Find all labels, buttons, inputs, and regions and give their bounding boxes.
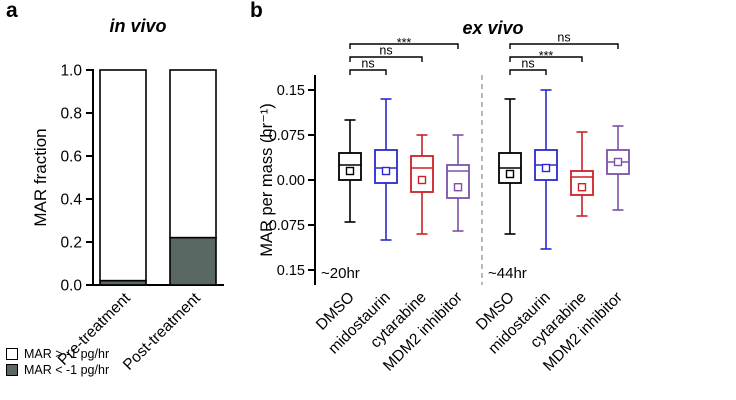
y-tick-label: 1.0 <box>60 63 82 80</box>
panel-a-title: in vivo <box>109 16 167 36</box>
box <box>338 152 362 181</box>
bar-segment-below <box>169 236 217 286</box>
mean-marker <box>345 166 355 176</box>
significance-label: *** <box>397 36 412 50</box>
bar-segment-below <box>99 279 147 286</box>
y-tick-label: 0.075 <box>269 128 305 144</box>
box <box>410 155 434 193</box>
y-axis-label: MAR fraction <box>31 128 50 226</box>
legend-item-mar-below: MAR < -1 pg/hr <box>6 362 109 378</box>
y-tick-label: 0.8 <box>60 106 82 123</box>
mean-marker <box>453 182 463 192</box>
significance-bracket <box>349 56 423 62</box>
y-tick-label: 0.075 <box>269 218 305 234</box>
legend-item-mar-above: MAR > -1 pg/hr <box>6 346 109 362</box>
significance-bracket <box>509 69 547 75</box>
mean-marker <box>505 169 515 179</box>
y-axis-label: MAR per mass (hr⁻¹) <box>258 103 276 257</box>
mean-marker <box>381 166 391 176</box>
box <box>374 149 398 184</box>
significance-label: ns <box>557 31 570 45</box>
y-tick-label: 0.15 <box>277 263 305 279</box>
box <box>446 164 470 199</box>
significance-label: ns <box>361 57 374 71</box>
box-plot-DMSO-~44hr: DMSO <box>473 98 522 334</box>
significance-bracket <box>509 56 583 62</box>
bar-chart-legend: MAR > -1 pg/hr MAR < -1 pg/hr <box>6 346 109 378</box>
y-tick-label: 0.6 <box>60 149 82 166</box>
significance-label: *** <box>539 49 554 63</box>
time-annotation: ~44hr <box>488 265 527 282</box>
bar-segment-above <box>169 69 217 239</box>
significance-bracket <box>349 43 459 49</box>
legend-swatch-gray <box>6 364 18 376</box>
significance-bracket <box>509 43 619 49</box>
y-tick-label: 0.2 <box>60 235 82 252</box>
mean-marker <box>613 157 623 167</box>
y-tick-label: 0.00 <box>277 173 305 189</box>
legend-label: MAR > -1 pg/hr <box>24 347 110 361</box>
panel-b-label: b <box>250 0 263 22</box>
y-tick-label: 0.0 <box>60 278 82 295</box>
mean-marker <box>417 175 427 185</box>
y-tick-label: 0.15 <box>277 83 305 99</box>
bar-segment-above <box>99 69 147 282</box>
significance-label: ns <box>379 44 392 58</box>
legend-swatch-white <box>6 348 18 360</box>
significance-bracket <box>349 69 387 75</box>
y-tick-label: 0.4 <box>60 192 82 209</box>
time-annotation: ~20hr <box>321 265 360 282</box>
panel-a-label: a <box>6 0 18 22</box>
mean-marker <box>577 182 587 192</box>
box-plot-DMSO-~20hr: DMSO <box>313 119 362 334</box>
significance-label: ns <box>521 57 534 71</box>
legend-label: MAR < -1 pg/hr <box>24 363 110 377</box>
panel-b-title: ex vivo <box>462 18 524 38</box>
mean-marker <box>541 163 551 173</box>
